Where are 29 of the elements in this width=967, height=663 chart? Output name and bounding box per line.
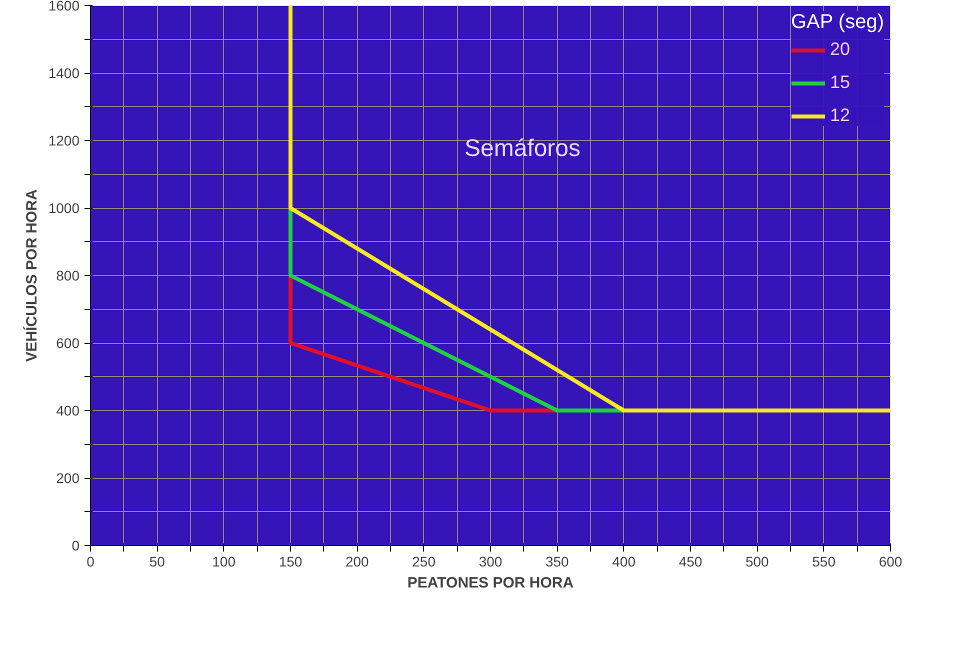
x-tick-label: 50 — [149, 554, 166, 570]
x-tick-label: 450 — [678, 554, 702, 570]
annotation: Semáforos — [464, 135, 581, 162]
y-tick-label: 600 — [56, 335, 80, 351]
y-tick-label: 1000 — [48, 200, 80, 216]
x-tick-label: 100 — [212, 554, 236, 570]
y-tick-label: 200 — [56, 470, 80, 486]
x-tick-label: 0 — [86, 554, 95, 570]
legend-title: GAP (seg) — [791, 11, 884, 34]
x-tick-label: 400 — [612, 554, 636, 570]
legend-label: 15 — [830, 72, 850, 93]
x-tick-label: 250 — [412, 554, 436, 570]
x-tick-label: 350 — [545, 554, 570, 570]
y-tick-label: 1600 — [48, 0, 80, 14]
y-tick-label: 800 — [56, 268, 80, 284]
y-tick-label: 0 — [72, 538, 80, 554]
x-tick-label: 500 — [745, 554, 770, 570]
x-tick-label: 550 — [812, 554, 836, 570]
x-tick-label: 300 — [478, 554, 502, 570]
x-tick-label: 600 — [878, 554, 902, 570]
legend-label: 12 — [830, 105, 850, 126]
x-tick-label: 200 — [345, 554, 370, 570]
x-tick-label: 150 — [278, 554, 302, 570]
y-tick-label: 1400 — [48, 65, 80, 81]
x-axis-title: PEATONES POR HORA — [407, 574, 574, 592]
y-tick-label: 1200 — [48, 132, 80, 148]
y-axis-title: VEHÍCULOS POR HORA — [22, 189, 40, 362]
y-tick-label: 400 — [56, 402, 80, 418]
legend-label: 20 — [830, 39, 850, 60]
